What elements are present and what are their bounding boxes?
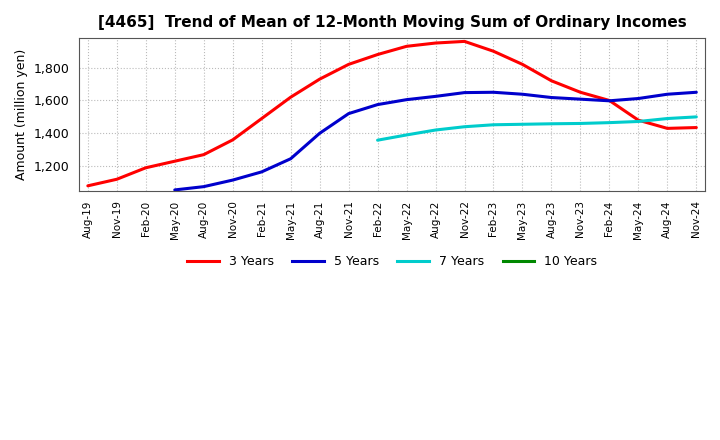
Y-axis label: Amount (million yen): Amount (million yen) [15,49,28,180]
Legend: 3 Years, 5 Years, 7 Years, 10 Years: 3 Years, 5 Years, 7 Years, 10 Years [182,250,602,273]
Title: [4465]  Trend of Mean of 12-Month Moving Sum of Ordinary Incomes: [4465] Trend of Mean of 12-Month Moving … [98,15,686,30]
